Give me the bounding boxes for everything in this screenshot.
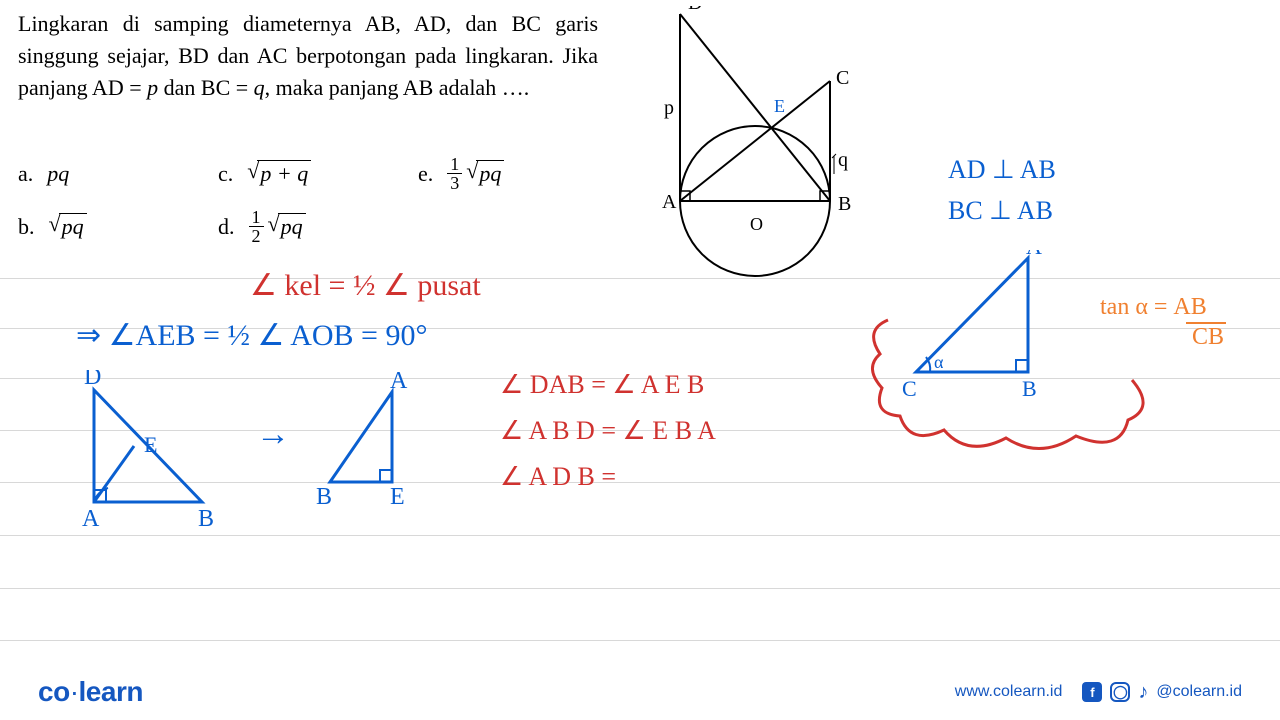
svg-text:q: q <box>838 149 848 171</box>
brand-logo: co·learn <box>38 676 143 708</box>
option-expr: √pq <box>49 213 87 240</box>
option-a: a. pq <box>18 155 218 192</box>
social-links: f ◯ ♪ @colearn.id <box>1082 681 1242 704</box>
svg-text:B: B <box>838 193 851 215</box>
question-text: Lingkaran di samping diameternya AB, AD,… <box>18 8 598 104</box>
tan-label: tan α = AB <box>1100 294 1207 320</box>
svg-text:D: D <box>688 6 702 14</box>
facebook-icon: f <box>1082 682 1102 702</box>
option-expr: √pq <box>466 160 504 187</box>
svg-text:O: O <box>750 214 763 234</box>
svg-text:E: E <box>774 96 785 116</box>
option-expr: pq <box>47 161 69 187</box>
logo-learn: learn <box>79 676 143 707</box>
svg-text:C: C <box>902 376 917 401</box>
question-line: maka panjang AB adalah …. <box>276 75 530 100</box>
svg-text:A: A <box>1026 250 1042 259</box>
option-label: e. <box>418 161 433 187</box>
svg-text:D: D <box>84 370 101 390</box>
sketch-triangle-left: D A B E <box>70 370 240 540</box>
tan-denom: CB <box>1192 324 1226 350</box>
footer: co·learn www.colearn.id f ◯ ♪ @colearn.i… <box>0 664 1280 720</box>
option-e: e. 13 √pq <box>418 155 618 192</box>
svg-text:A: A <box>390 372 408 394</box>
svg-text:A: A <box>662 191 677 213</box>
sketch-triangle-right: α A C B <box>870 250 1170 470</box>
svg-text:E: E <box>390 484 405 510</box>
svg-text:α: α <box>934 352 944 372</box>
svg-text:B: B <box>316 484 332 510</box>
svg-text:A: A <box>82 506 100 532</box>
footer-handle: @colearn.id <box>1156 683 1242 701</box>
sketch-triangle-mid: A B E <box>310 372 430 512</box>
tiktok-icon: ♪ <box>1138 681 1148 704</box>
svg-text:B: B <box>1022 376 1037 401</box>
svg-text:p: p <box>664 97 674 119</box>
option-d: d. 12 √pq <box>218 208 418 245</box>
option-label: c. <box>218 161 233 187</box>
footer-right: www.colearn.id f ◯ ♪ @colearn.id <box>955 681 1242 704</box>
arrow-icon: → <box>256 416 290 454</box>
option-label: d. <box>218 214 235 240</box>
option-label: a. <box>18 161 33 187</box>
svg-text:E: E <box>144 432 157 457</box>
question-line: Lingkaran di samping diameternya AB, AD,… <box>18 11 541 36</box>
footer-url: www.colearn.id <box>955 683 1063 701</box>
fraction: 12 <box>249 208 264 245</box>
svg-text:C: C <box>836 67 849 89</box>
option-c: c. √p + q <box>218 155 418 192</box>
option-label: b. <box>18 214 35 240</box>
annotation-tan: tan α = AB CB <box>1100 294 1226 351</box>
annotation-perp1: AD ⊥ AB <box>948 155 1056 185</box>
option-expr: √pq <box>268 213 306 240</box>
fraction: 13 <box>447 155 462 192</box>
instagram-icon: ◯ <box>1110 682 1130 702</box>
annotation-red-eq1: ∠ DAB = ∠ A E B <box>500 370 704 400</box>
option-b: b. √pq <box>18 208 218 245</box>
annotation-red-eq3: ∠ A D B = <box>500 462 616 492</box>
svg-text:B: B <box>198 506 214 532</box>
logo-co: co <box>38 676 70 707</box>
annotation-red-eq2: ∠ A B D = ∠ E B A <box>500 416 716 446</box>
option-expr: √p + q <box>247 160 311 187</box>
annotation-perp2: BC ⊥ AB <box>948 196 1053 226</box>
annotation-red1: ∠ kel = ½ ∠ pusat <box>250 268 481 303</box>
annotation-blue-main: ⇒ ∠AEB = ½ ∠ AOB = 90° <box>76 318 427 353</box>
